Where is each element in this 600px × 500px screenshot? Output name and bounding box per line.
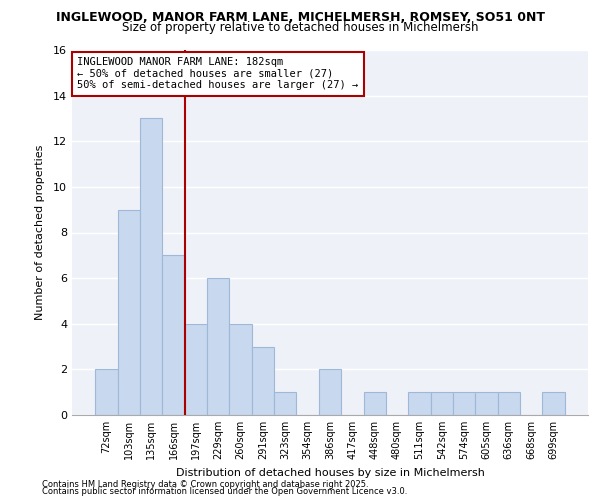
Text: INGLEWOOD, MANOR FARM LANE, MICHELMERSH, ROMSEY, SO51 0NT: INGLEWOOD, MANOR FARM LANE, MICHELMERSH,…: [56, 11, 545, 24]
Bar: [319, 370, 341, 415]
Bar: [274, 392, 296, 415]
Bar: [542, 392, 565, 415]
Text: Size of property relative to detached houses in Michelmersh: Size of property relative to detached ho…: [122, 21, 478, 34]
Bar: [453, 392, 475, 415]
Text: Contains public sector information licensed under the Open Government Licence v3: Contains public sector information licen…: [42, 487, 407, 496]
Bar: [408, 392, 431, 415]
Bar: [118, 210, 140, 415]
Bar: [497, 392, 520, 415]
Bar: [163, 256, 185, 415]
Bar: [140, 118, 163, 415]
Bar: [229, 324, 252, 415]
Text: Contains HM Land Registry data © Crown copyright and database right 2025.: Contains HM Land Registry data © Crown c…: [42, 480, 368, 489]
X-axis label: Distribution of detached houses by size in Michelmersh: Distribution of detached houses by size …: [176, 468, 484, 477]
Bar: [364, 392, 386, 415]
Y-axis label: Number of detached properties: Number of detached properties: [35, 145, 44, 320]
Bar: [475, 392, 497, 415]
Text: INGLEWOOD MANOR FARM LANE: 182sqm
← 50% of detached houses are smaller (27)
50% : INGLEWOOD MANOR FARM LANE: 182sqm ← 50% …: [77, 58, 358, 90]
Bar: [252, 346, 274, 415]
Bar: [431, 392, 453, 415]
Bar: [185, 324, 207, 415]
Bar: [207, 278, 229, 415]
Bar: [95, 370, 118, 415]
